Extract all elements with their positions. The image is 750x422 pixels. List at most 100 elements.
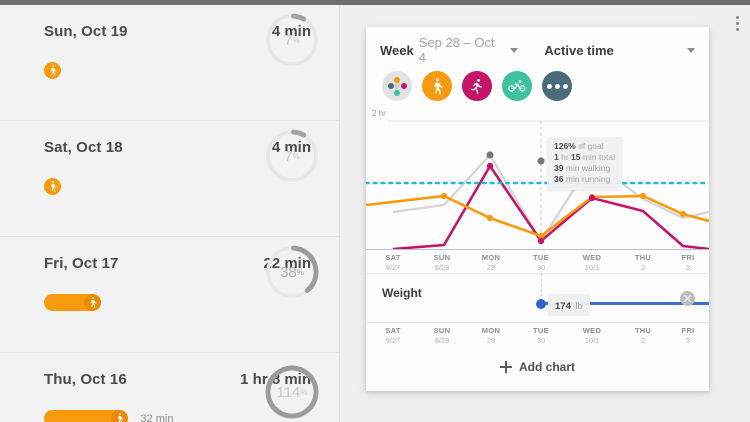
x-tick: THU 2 <box>634 326 652 345</box>
x-tick: SUN 9/28 <box>433 326 451 345</box>
weight-unit: lb <box>575 301 583 312</box>
activity-bar-walking[interactable] <box>44 178 61 196</box>
goal-progress-value: 7% <box>284 31 300 49</box>
range-dates-label: Sep 28 – Oct 4 <box>418 35 495 65</box>
weight-title: Weight <box>382 286 422 300</box>
x-tick: SUN 9/28 <box>433 253 451 272</box>
tooltip-total-line: 1 hr 15 min total <box>554 152 615 162</box>
day-header: Fri, Oct 17 22 min <box>44 255 311 272</box>
kebab-dot <box>736 28 739 31</box>
activity-filter-row <box>366 61 709 101</box>
chart-x-axis: SAT 9/27 SUN 9/28 MON 29 TUE 30 WED 10/1 THU 2… <box>366 249 709 273</box>
range-period-label: Week <box>380 42 414 58</box>
kebab-dot <box>736 16 739 19</box>
goal-progress-ring: 7% <box>263 11 321 69</box>
chart-tooltip: 126% of goal 1 hr 15 min total 39 min wa… <box>547 137 622 190</box>
biking-icon <box>508 79 526 93</box>
x-tick: MON 29 <box>481 326 501 345</box>
weight-highlight-line <box>541 274 542 302</box>
x-tick: TUE 30 <box>533 253 549 272</box>
day-body <box>44 178 311 224</box>
x-tick: FRI 3 <box>681 253 695 272</box>
weight-point <box>536 298 546 309</box>
metric-selector[interactable]: Active time <box>544 43 695 58</box>
activity-bar-walking[interactable] <box>44 62 61 80</box>
activity-bar-walking[interactable] <box>44 294 101 312</box>
day-date-label: Sun, Oct 19 <box>44 23 128 40</box>
day-header: Thu, Oct 16 1 hr 8 min <box>44 371 311 388</box>
activity-bar-walking[interactable] <box>44 410 128 422</box>
day-date-label: Thu, Oct 16 <box>44 371 127 388</box>
goal-progress-ring: 7% <box>263 127 321 185</box>
filter-more-button[interactable] <box>542 71 572 101</box>
day-total-label: 22 min <box>263 255 311 272</box>
x-tick: FRI 3 <box>681 326 695 345</box>
kebab-dot <box>736 22 739 25</box>
list-item[interactable]: Sun, Oct 19 4 min 7% <box>0 5 339 121</box>
weight-chart[interactable]: Weight 174 lb <box>366 274 709 322</box>
walking-icon <box>44 62 61 79</box>
walking-icon <box>44 178 61 195</box>
window-top-bar <box>0 0 750 5</box>
list-item[interactable]: Sat, Oct 18 4 min 7% <box>0 121 339 237</box>
close-circle-icon[interactable] <box>680 291 695 306</box>
weight-x-axis: SAT 9/27 SUN 9/28 MON 29 TUE 30 WED 10/1 THU 2… <box>366 323 709 347</box>
x-tick: MON 29 <box>481 253 501 272</box>
day-body: 32 min <box>44 410 311 422</box>
card-header: Week Sep 28 – Oct 4 Active time <box>366 27 709 65</box>
weight-value-badge: 174 lb <box>548 294 590 316</box>
tooltip-walking-line: 39 min walking <box>554 163 611 173</box>
chart-card: Week Sep 28 – Oct 4 Active time <box>366 27 709 391</box>
day-body <box>44 294 311 340</box>
goal-progress-ring: 38% <box>263 243 321 301</box>
activity-chart[interactable]: 2 hr <box>366 109 709 249</box>
running-icon <box>469 78 485 95</box>
goal-progress-value: 38% <box>280 263 304 281</box>
divider <box>366 322 709 323</box>
multi-dot-icon <box>387 76 407 96</box>
metric-label: Active time <box>544 42 614 58</box>
plus-icon <box>499 361 512 373</box>
add-chart-button[interactable]: Add chart <box>366 347 709 387</box>
x-tick: WED 10/1 <box>582 253 602 272</box>
chevron-down-icon <box>687 47 695 53</box>
overflow-menu-button[interactable] <box>736 16 739 31</box>
filter-biking-button[interactable] <box>502 71 532 101</box>
day-body <box>44 62 311 108</box>
add-chart-label: Add chart <box>518 360 575 374</box>
day-header: Sat, Oct 18 4 min <box>44 139 311 156</box>
x-tick: THU 2 <box>634 253 652 272</box>
weight-line <box>541 302 709 305</box>
day-date-label: Fri, Oct 17 <box>44 255 119 272</box>
x-tick: SAT 9/27 <box>385 326 401 345</box>
x-tick: WED 10/1 <box>582 326 602 345</box>
x-tick: SAT 9/27 <box>385 253 401 272</box>
list-item[interactable]: Thu, Oct 16 1 hr 8 min 32 min 114% <box>0 353 339 422</box>
daily-activity-list: Sun, Oct 19 4 min 7% Sat, <box>0 5 340 422</box>
walking-icon <box>84 294 101 312</box>
day-header: Sun, Oct 19 4 min <box>44 23 311 40</box>
walking-icon <box>111 410 128 422</box>
chart-plot <box>366 120 709 249</box>
x-tick: TUE 30 <box>533 326 549 345</box>
activity-bar-duration-label: 32 min <box>140 412 174 422</box>
filter-all-button[interactable] <box>382 71 412 101</box>
weight-value: 174 <box>555 301 571 312</box>
filter-running-button[interactable] <box>462 71 492 101</box>
goal-progress-value: 114% <box>276 383 308 401</box>
y-axis-tick-label: 2 hr <box>372 109 386 118</box>
walking-icon <box>430 77 445 95</box>
goal-progress-ring: 114% <box>263 363 321 421</box>
tooltip-running-line: 36 min running <box>554 174 611 184</box>
day-total-label: 4 min <box>271 23 311 40</box>
ellipsis-icon <box>546 83 568 89</box>
day-total-label: 1 hr 8 min <box>240 371 311 388</box>
day-date-label: Sat, Oct 18 <box>44 139 123 156</box>
divider <box>366 273 709 274</box>
goal-progress-value: 7% <box>284 147 300 165</box>
tooltip-goal-line: 126% of goal <box>554 141 604 151</box>
list-item[interactable]: Fri, Oct 17 22 min 38% <box>0 237 339 353</box>
range-selector[interactable]: Week Sep 28 – Oct 4 <box>380 35 519 65</box>
filter-walking-button[interactable] <box>422 71 452 101</box>
